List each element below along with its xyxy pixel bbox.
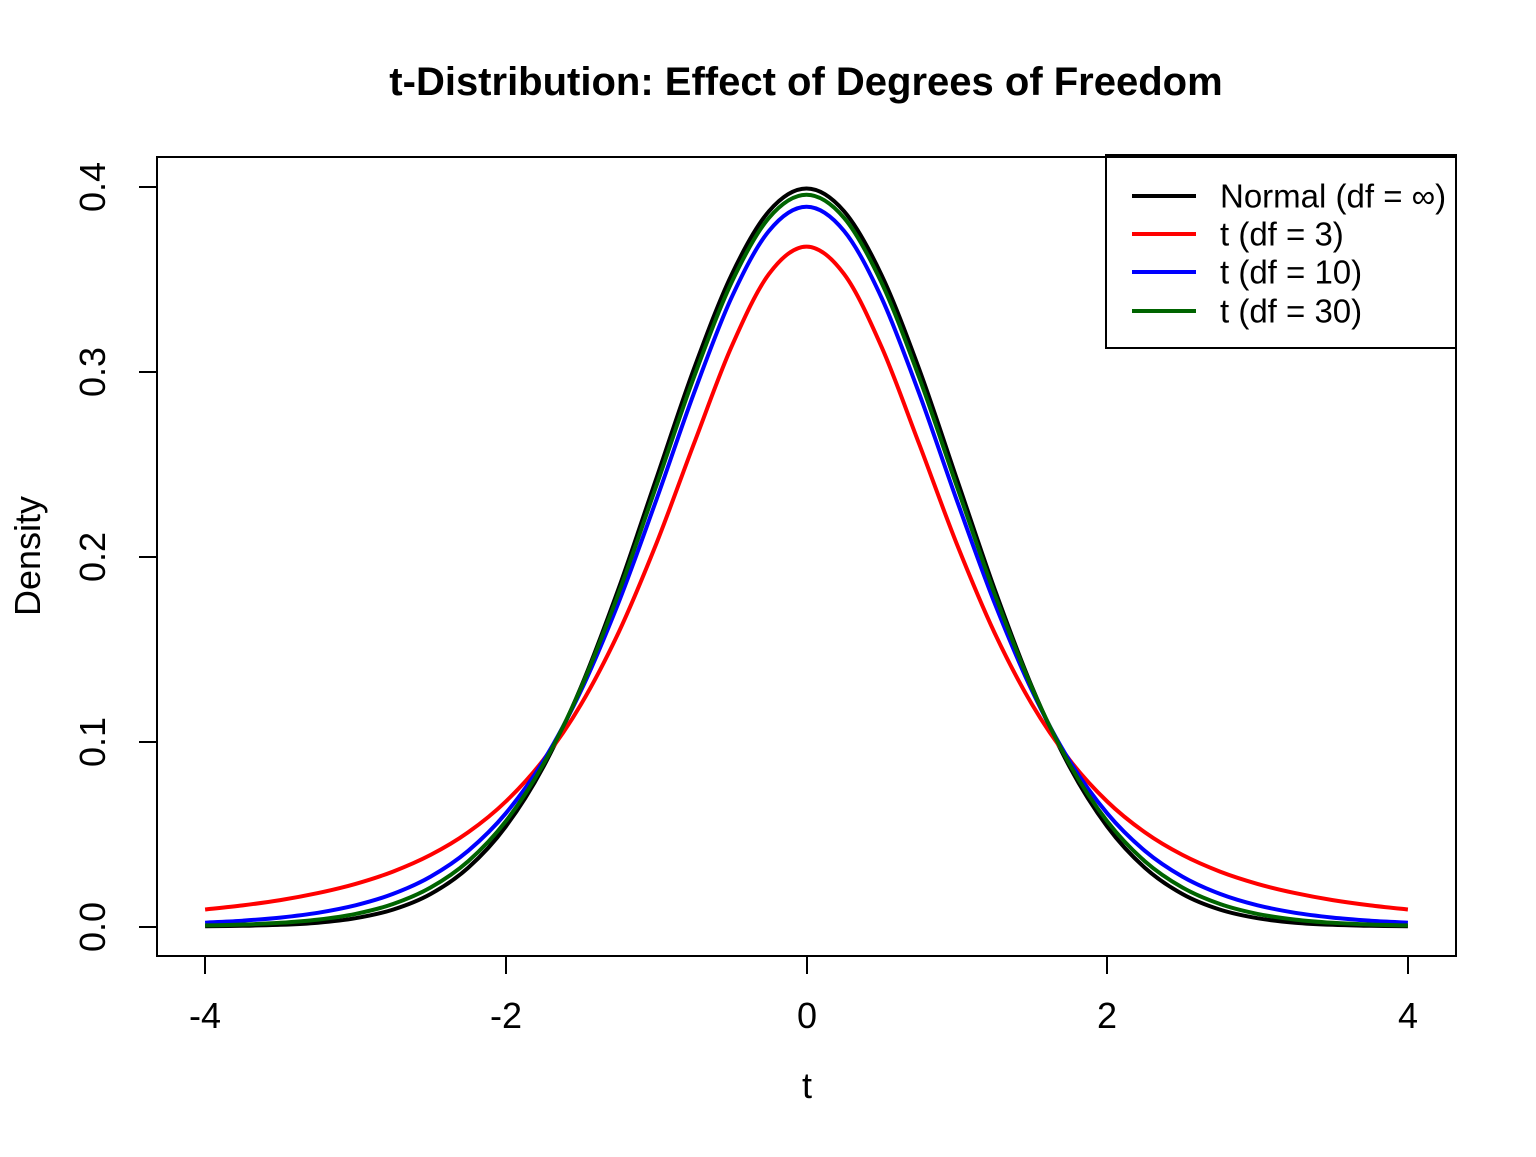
x-tick-label: 4 <box>1398 995 1418 1036</box>
legend: Normal (df = ∞) t (df = 3) t (df = 10) t… <box>1105 154 1457 349</box>
x-tick-label: 0 <box>797 995 817 1036</box>
curve-t-df-30 <box>205 192 1408 928</box>
legend-box <box>1105 154 1457 349</box>
curves-layer <box>204 186 1409 929</box>
curve-t-df-3 <box>204 244 1409 912</box>
x-axis-ticks <box>204 956 1409 974</box>
y-tick-label: 0.2 <box>72 532 113 582</box>
curve-normal-df-inf <box>205 186 1408 929</box>
curve-t-df-10 <box>204 204 1409 925</box>
y-axis-ticks <box>139 186 157 928</box>
y-tick-label: 0.4 <box>72 162 113 212</box>
chart-title: t-Distribution: Effect of Degrees of Fre… <box>389 60 1222 104</box>
legend-label-t-df-10: t (df = 10) <box>1220 254 1362 291</box>
y-axis-label: Density <box>7 496 48 616</box>
x-tick-label: -4 <box>189 995 221 1036</box>
x-tick-label: -2 <box>490 995 522 1036</box>
x-axis-label: t <box>802 1065 812 1106</box>
y-tick-label: 0.0 <box>72 902 113 952</box>
legend-label-t-df-3: t (df = 3) <box>1220 216 1344 253</box>
y-tick-label: 0.3 <box>72 347 113 397</box>
legend-label-normal: Normal (df = ∞) <box>1220 178 1446 215</box>
legend-label-t-df-30: t (df = 30) <box>1220 293 1362 330</box>
y-tick-label: 0.1 <box>72 717 113 767</box>
x-tick-label: 2 <box>1097 995 1117 1036</box>
